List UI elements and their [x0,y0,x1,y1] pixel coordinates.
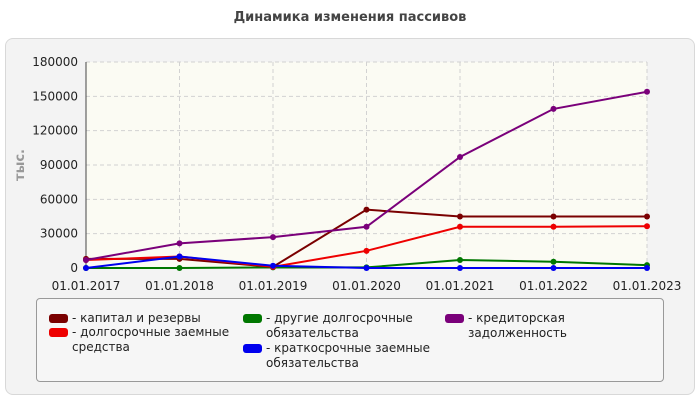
legend-item-longterm-loans: - долгосрочные заемные средства [49,325,239,355]
y-tick-label: 180000 [32,55,78,69]
legend-label-payables: - кредиторская задолженность [468,311,567,340]
data-point-series-3 [270,262,276,269]
legend-item-shortterm-loans: - краткосрочные заемные обязательства [243,341,433,371]
x-tick-label: 01.01.2022 [519,279,588,293]
legend-swatch-payables [445,314,464,323]
legend-swatch-other-longterm [243,314,262,323]
data-point-series-2 [550,258,557,265]
y-tick-label: 150000 [32,89,78,103]
data-point-series-0 [363,206,370,213]
x-tick-label: 01.01.2020 [332,279,401,293]
legend-swatch-shortterm-loans [243,344,262,353]
legend-label-longterm-loans: - долгосрочные заемные средства [72,325,230,354]
data-point-series-4 [644,88,650,95]
legend-label-capital: - капитал и резервы [72,311,201,325]
data-point-series-4 [457,153,463,160]
legend-item-payables: - кредиторская задолженность [445,311,660,341]
x-tick-label: 01.01.2021 [426,279,495,293]
legend-item-other-longterm: - другие долгосрочные обязательства [243,311,433,341]
data-point-series-1 [457,223,463,230]
data-point-series-3 [457,265,463,271]
y-axis-label: тыс. [13,149,28,181]
data-point-series-4 [176,240,183,247]
data-point-series-4 [83,256,89,263]
data-point-series-3 [644,265,650,271]
y-tick-label: 120000 [32,124,78,138]
data-point-series-2 [457,256,463,263]
data-point-series-1 [644,223,650,230]
data-point-series-3 [363,265,370,271]
data-point-series-0 [644,213,650,220]
y-tick-label: 60000 [40,192,78,206]
legend-swatch-capital [49,314,68,323]
legend-item-capital: - капитал и резервы [49,311,239,326]
data-point-series-1 [363,247,370,254]
x-tick-label: 01.01.2018 [145,279,214,293]
data-point-series-3 [176,253,183,260]
x-tick-label: 01.01.2023 [613,279,682,293]
chart-legend: - капитал и резервы - долгосрочные заемн… [36,298,664,382]
legend-label-shortterm-loans: - краткосрочные заемные обязательства [266,341,430,370]
data-point-series-2 [176,265,183,271]
data-point-series-4 [363,223,370,230]
legend-swatch-longterm-loans [49,328,68,337]
data-point-series-0 [457,213,463,220]
data-point-series-3 [550,265,557,271]
data-point-series-1 [550,223,557,230]
data-point-series-4 [550,105,557,112]
x-tick-label: 01.01.2019 [239,279,308,293]
data-point-series-0 [550,213,557,220]
legend-label-other-longterm: - другие долгосрочные обязательства [266,311,413,340]
data-point-series-3 [83,265,89,271]
y-tick-label: 0 [70,261,78,275]
y-tick-label: 30000 [40,227,78,241]
chart-title: Динамика изменения пассивов [233,10,467,25]
data-point-series-4 [270,234,276,241]
x-tick-label: 01.01.2017 [52,279,121,293]
y-tick-label: 90000 [40,158,78,172]
